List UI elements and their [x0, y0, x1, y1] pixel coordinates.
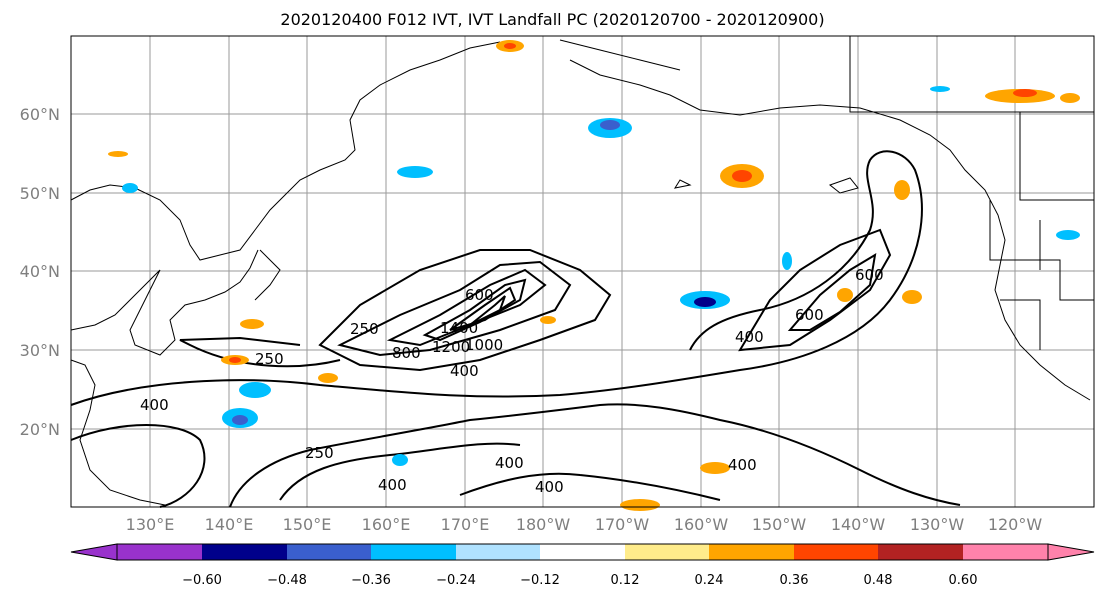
- contour-label: 600: [465, 286, 494, 304]
- contour-label: 1000: [465, 336, 503, 354]
- colorbar-tick-label: −0.36: [351, 573, 391, 588]
- lon-label: 120°W: [988, 515, 1043, 534]
- colorbar-tick-label: 0.12: [611, 573, 640, 588]
- longitude-labels: 130°E 140°E 150°E 160°E 170°E 180°W 170°…: [126, 515, 1043, 534]
- lon-label: 170°E: [441, 515, 490, 534]
- colorbar-tick-label: −0.24: [436, 573, 476, 588]
- colorbar-tick-label: 0.36: [780, 573, 809, 588]
- contour-label: 250: [305, 444, 334, 462]
- colorbar-tick-label: 0.24: [695, 573, 724, 588]
- gridlines: [71, 36, 1094, 507]
- colorbar-tick-label: −0.60: [182, 573, 222, 588]
- contour-label: 400: [378, 476, 407, 494]
- lat-label: 50°N: [20, 184, 60, 203]
- lon-label: 130°W: [910, 515, 965, 534]
- lon-label: 140°E: [205, 515, 254, 534]
- lon-label: 160°E: [362, 515, 411, 534]
- lon-label: 130°E: [126, 515, 175, 534]
- contour-label: 600: [855, 266, 884, 284]
- colorbar-segment: [287, 544, 371, 560]
- lon-label: 180°W: [516, 515, 571, 534]
- colorbar-segment: [456, 544, 540, 560]
- ivt-contours: [70, 150, 961, 508]
- colorbar-left-extend: [70, 543, 118, 561]
- colorbar-tick-label: 0.60: [949, 573, 978, 588]
- colorbar-right-extend: [1047, 543, 1095, 561]
- contour-label: 400: [495, 454, 524, 472]
- contour-label: 400: [535, 478, 564, 496]
- contour-label: 400: [450, 362, 479, 380]
- contour-label: 1400: [440, 319, 478, 337]
- colorbar-tick-label: −0.48: [267, 573, 307, 588]
- coastlines: [70, 39, 1091, 506]
- contour-label: 1200: [432, 338, 470, 356]
- map-title: 2020120400 F012 IVT, IVT Landfall PC (20…: [280, 10, 825, 29]
- lon-label: 150°E: [283, 515, 332, 534]
- contour-label: 400: [728, 456, 757, 474]
- colorbar-outline: [116, 543, 1049, 561]
- colorbar-segment: [371, 544, 456, 560]
- map-frame: [70, 35, 1095, 508]
- contour-label: 250: [255, 350, 284, 368]
- latitude-labels: 60°N 50°N 40°N 30°N 20°N: [20, 105, 60, 439]
- colorbar-segment: [625, 544, 709, 560]
- lon-label: 150°W: [752, 515, 807, 534]
- colorbar-segment: [117, 544, 202, 560]
- colorbar-segment: [963, 544, 1048, 560]
- lat-label: 60°N: [20, 105, 60, 124]
- contour-label: 600: [795, 306, 824, 324]
- contour-label: 250: [350, 320, 379, 338]
- colorbar-tick-label: 0.48: [864, 573, 893, 588]
- colorbar-segment: [794, 544, 878, 560]
- pc-shading: [108, 40, 1080, 511]
- lat-label: 20°N: [20, 420, 60, 439]
- colorbar-segment: [202, 544, 287, 560]
- colorbar-segment: [709, 544, 794, 560]
- colorbar: −0.60 −0.48 −0.36 −0.24 −0.12 0.12 0.24 …: [70, 543, 1095, 588]
- colorbar-tick-label: −0.12: [520, 573, 560, 588]
- colorbar-segment: [878, 544, 963, 560]
- contour-label: 800: [392, 344, 421, 362]
- lat-label: 30°N: [20, 341, 60, 360]
- colorbar-segment: [540, 544, 625, 560]
- contour-label: 400: [735, 328, 764, 346]
- political-borders: [849, 36, 1094, 350]
- lon-label: 170°W: [595, 515, 650, 534]
- lon-label: 140°W: [831, 515, 886, 534]
- lon-label: 160°W: [674, 515, 729, 534]
- lat-label: 40°N: [20, 262, 60, 281]
- contour-label: 400: [140, 396, 169, 414]
- contour-labels: 250 250 400 400 400 400 400 400 400 600 …: [140, 266, 884, 496]
